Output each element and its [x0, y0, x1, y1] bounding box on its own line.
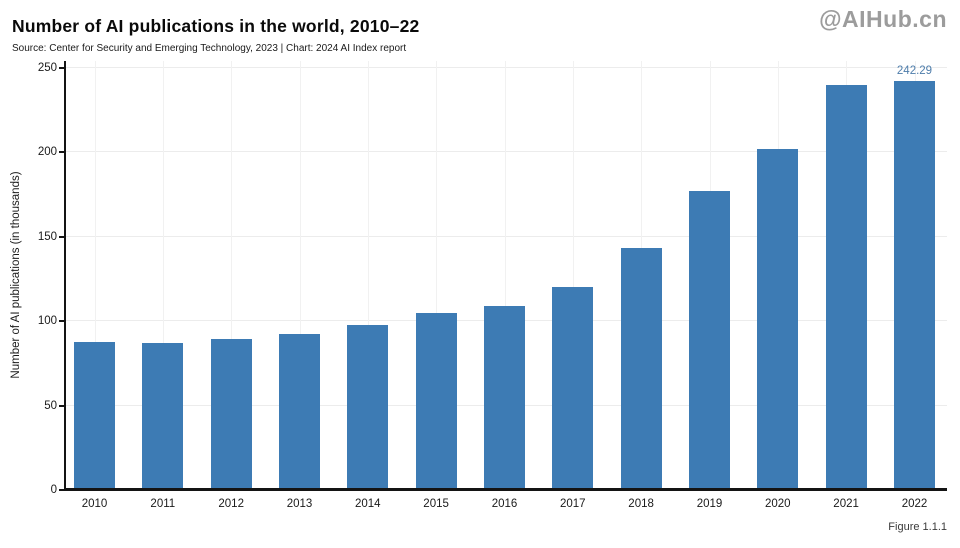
y-tick-label-50: 50: [44, 399, 57, 412]
bar-2016: [484, 306, 525, 490]
x-tick-label-2013: 2013: [286, 498, 313, 510]
x-gridline-2015: [436, 61, 438, 490]
x-axis-line: [64, 488, 947, 491]
x-tick-label-2014: 2014: [355, 498, 381, 510]
y-tick-mark-0: [59, 489, 64, 491]
x-gridline-2016: [504, 61, 506, 490]
watermark-aihub: @AIHub.cn: [819, 6, 947, 32]
x-gridline-2010: [94, 61, 96, 490]
x-tick-label-2021: 2021: [833, 498, 859, 510]
x-gridline-2017: [572, 61, 574, 490]
y-tick-label-250: 250: [37, 62, 57, 74]
y-tick-mark-100: [59, 320, 64, 323]
y-tick-label-0: 0: [50, 484, 57, 496]
x-tick-label-2018: 2018: [628, 498, 654, 510]
bar-2012: [210, 338, 252, 490]
bar-2011: [142, 342, 184, 490]
y-tick-mark-150: [59, 235, 64, 238]
y-axis-line: [64, 61, 66, 490]
y-tick-mark-50: [59, 404, 64, 407]
bar-2013: [279, 333, 320, 490]
x-tick-label-2020: 2020: [765, 498, 791, 510]
bar-2017: [552, 286, 594, 490]
x-gridline-2011: [162, 61, 164, 490]
chart-title: Number of AI publications in the world, …: [12, 16, 420, 36]
bar-2015: [415, 312, 457, 490]
x-tick-label-2019: 2019: [696, 498, 723, 510]
x-tick-label-2010: 2010: [81, 498, 108, 510]
x-tick-label-2011: 2011: [150, 498, 176, 510]
source-credit-line: Source: Center for Security and Emerging…: [12, 43, 407, 54]
y-axis-title: Number of AI publications (in thousands): [10, 171, 22, 379]
bar-2020: [757, 149, 799, 490]
bar-2018: [620, 247, 662, 490]
bar-2019: [689, 190, 730, 490]
bar-2014: [347, 325, 389, 490]
bar-2010: [74, 341, 115, 490]
y-gridline-250: [65, 67, 947, 68]
bar-2021: [825, 84, 867, 490]
y-tick-label-200: 200: [37, 146, 57, 159]
x-tick-label-2015: 2015: [423, 498, 449, 510]
plot-area: [65, 61, 947, 490]
x-tick-label-2017: 2017: [560, 498, 586, 510]
y-tick-label-100: 100: [37, 315, 57, 328]
x-gridline-2013: [299, 61, 301, 490]
y-tick-mark-250: [59, 67, 64, 69]
x-tick-label-2012: 2012: [218, 498, 244, 510]
x-tick-label-2022: 2022: [901, 498, 928, 510]
figure-number-label: Figure 1.1.1: [888, 521, 947, 533]
y-tick-label-150: 150: [37, 230, 57, 243]
x-gridline-2012: [231, 61, 233, 490]
x-tick-label-2016: 2016: [491, 498, 518, 510]
x-gridline-2014: [367, 61, 369, 490]
y-gridline-150: [65, 235, 947, 237]
y-tick-mark-200: [59, 151, 64, 154]
y-gridline-200: [65, 151, 947, 153]
bar-2022: [894, 81, 935, 490]
bar-value-label-2022: 242.29: [896, 65, 933, 77]
